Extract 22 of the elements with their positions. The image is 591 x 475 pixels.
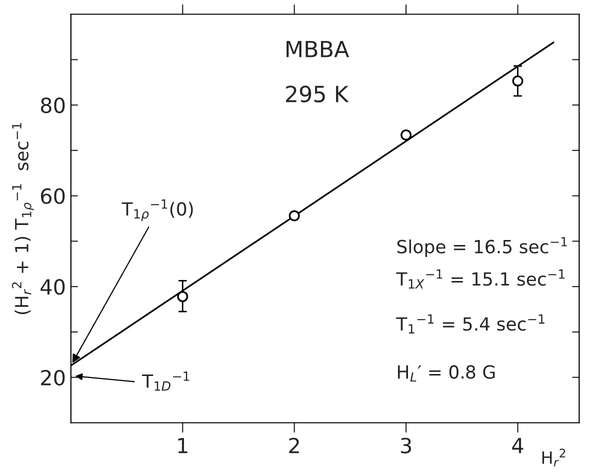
y-tick-label: 40 (40, 279, 65, 295)
x-tick-label: 4 (512, 438, 524, 454)
x-axis-title: H$_{r}$$^{2}$ (542, 448, 566, 466)
annotation: H$_{L}$′ = 0.8 G (398, 365, 495, 382)
annotation: 295 K (286, 86, 349, 102)
y-tick-label: 80 (40, 97, 65, 114)
annotation: MBBA (286, 40, 350, 58)
annotation: T$_{1X}$$^{−1}$ = 15.1 sec$^{−1}$ (396, 269, 565, 289)
y-axis-title: (H$_{r}$$^{2}$ + 1) T$_{1ρ}$$^{−1}$ sec$^{−1}$ (12, 123, 34, 314)
y-tick-label: 20 (41, 370, 65, 386)
point (288, 210, 300, 222)
annotation: T$_{1}$$^{−1}$ = 5.4 sec$^{−1}$ (396, 314, 544, 334)
y-tick-label: 60 (41, 188, 65, 204)
x-tick-label: 3 (400, 438, 411, 454)
point (512, 75, 524, 86)
annotation: T$_{1D}$$^{−1}$ (142, 372, 190, 391)
annotation: T$_{1ρ}$$^{−1}$(0) (122, 199, 193, 222)
x-tick-label: 1 (178, 438, 188, 454)
annotation: Slope = 16.5 sec$^{−1}$ (397, 237, 567, 257)
x-tick-label: 2 (289, 438, 299, 454)
point (400, 129, 412, 140)
point (177, 291, 188, 302)
